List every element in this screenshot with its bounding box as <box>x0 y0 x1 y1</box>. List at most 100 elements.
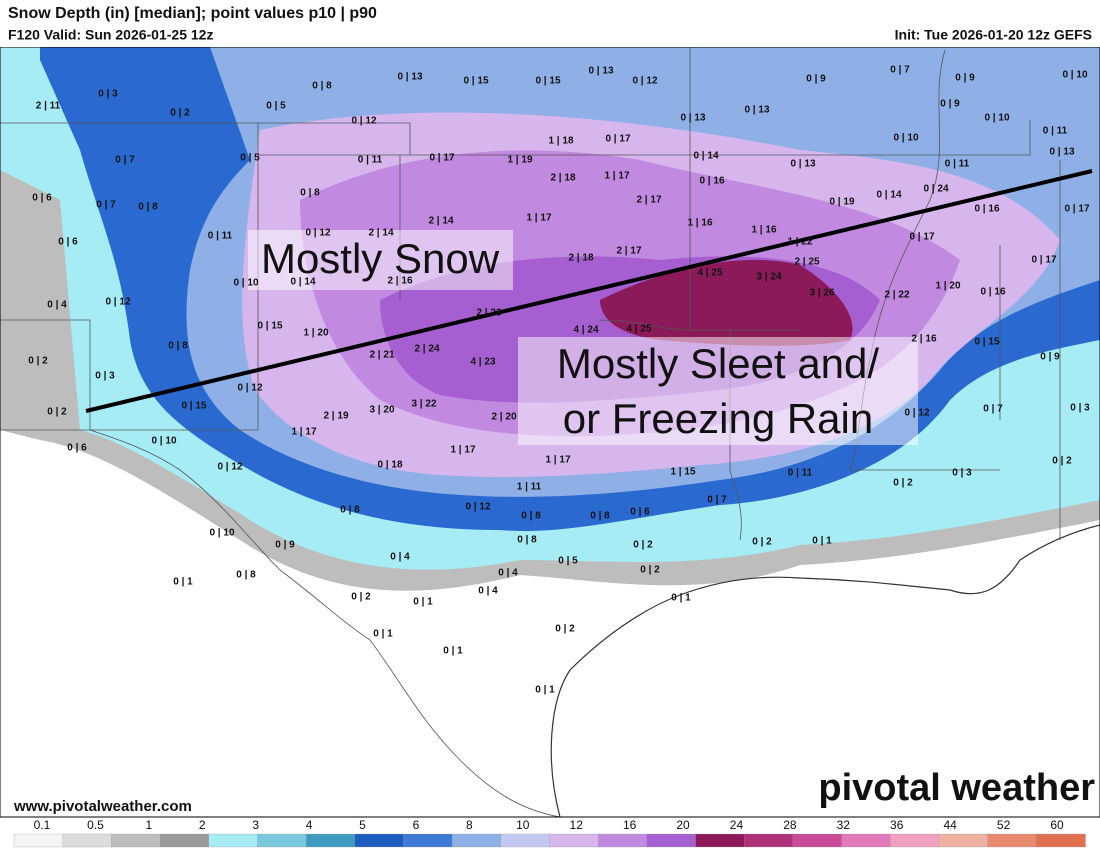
colorbar-swatch <box>62 833 113 848</box>
point-value: 0 | 6 <box>67 443 87 454</box>
divider-line <box>85 169 1093 413</box>
point-value: 0 | 15 <box>181 401 206 412</box>
annotation-sleet: Mostly Sleet and/ <box>557 340 879 387</box>
point-value: 0 | 17 <box>1031 255 1056 266</box>
point-value: 0 | 1 <box>671 593 691 604</box>
colorbar-swatch <box>354 833 405 848</box>
point-value: 2 | 23 <box>476 308 501 319</box>
point-value: 0 | 11 <box>208 231 233 242</box>
point-value: 1 | 20 <box>303 328 328 339</box>
point-value: 0 | 13 <box>790 159 815 170</box>
colorbar-label: 1 <box>145 818 152 832</box>
point-value: 0 | 6 <box>630 507 650 518</box>
snow-band-max <box>600 259 853 346</box>
valid-time: F120 Valid: Sun 2026-01-25 12z <box>8 27 213 43</box>
point-value: 0 | 4 <box>498 568 518 579</box>
point-value: 0 | 2 <box>1052 456 1072 467</box>
point-value: 1 | 17 <box>526 213 551 224</box>
title: Snow Depth (in) [median]; point values p… <box>8 5 377 22</box>
point-value: 0 | 7 <box>96 200 116 211</box>
point-value: 2 | 17 <box>636 195 661 206</box>
point-value: 2 | 19 <box>323 411 348 422</box>
point-value: 0 | 9 <box>940 99 960 110</box>
colorbar-swatch <box>987 833 1037 848</box>
colorbar-swatch <box>598 833 648 848</box>
point-value: 0 | 8 <box>312 81 332 92</box>
point-value: 0 | 17 <box>605 134 630 145</box>
point-value: 0 | 7 <box>707 495 727 506</box>
point-value: 1 | 17 <box>545 455 570 466</box>
point-value: 0 | 5 <box>266 101 286 112</box>
point-value: 4 | 25 <box>697 268 722 279</box>
point-value: 4 | 25 <box>626 324 651 335</box>
point-value: 2 | 14 <box>368 228 393 239</box>
point-value: 0 | 8 <box>300 188 320 199</box>
point-value: 0 | 8 <box>590 511 610 522</box>
point-value: 0 | 10 <box>233 278 258 289</box>
point-value: 1 | 17 <box>450 445 475 456</box>
point-value: 0 | 15 <box>535 76 560 87</box>
border <box>0 47 1061 541</box>
point-value: 0 | 6 <box>32 193 52 204</box>
colorbar-swatch <box>111 833 161 848</box>
point-value: 0 | 6 <box>58 237 78 248</box>
colorbar-swatch <box>305 833 356 848</box>
point-value: 0 | 2 <box>893 478 913 489</box>
url-bg <box>10 796 230 816</box>
point-value: 0 | 13 <box>680 113 705 124</box>
point-value: 0 | 14 <box>876 190 901 201</box>
point-value: 1 | 17 <box>291 427 316 438</box>
colorbar-swatch <box>257 833 307 848</box>
point-value: 0 | 1 <box>535 685 555 696</box>
colorbar-label: 24 <box>730 818 744 832</box>
coastline <box>550 524 1100 818</box>
point-value: 0 | 9 <box>1040 352 1060 363</box>
point-value: 0 | 19 <box>829 197 854 208</box>
colorbar-swatch <box>451 833 502 848</box>
state-borders <box>0 47 1100 818</box>
point-value: 0 | 24 <box>923 184 948 195</box>
point-value: 0 | 5 <box>240 153 260 164</box>
colorbar-swatch <box>13 833 64 848</box>
point-value: 0 | 4 <box>47 300 67 311</box>
point-value: 0 | 13 <box>1049 147 1074 158</box>
point-value: 3 | 24 <box>756 272 781 283</box>
colorbar-label: 36 <box>890 818 904 832</box>
point-value: 3 | 20 <box>369 405 394 416</box>
colorbar-label: 28 <box>783 818 797 832</box>
init-time: Init: Tue 2026-01-20 12z GEFS <box>895 27 1092 43</box>
point-value: 0 | 10 <box>893 133 918 144</box>
annotation-sleet: or Freezing Rain <box>563 395 873 442</box>
point-value: 0 | 1 <box>812 536 832 547</box>
colorbar-swatch <box>500 833 551 848</box>
colorbar-label: 0.5 <box>87 818 104 832</box>
point-value: 0 | 16 <box>974 204 999 215</box>
point-value: 0 | 16 <box>699 176 724 187</box>
colorbar: 0.1 0.5 1 2 3 4 5 6 8 10 12 16 20 24 28 32 36 44 52 60 <box>0 818 1100 850</box>
point-value: 0 | 1 <box>413 597 433 608</box>
colorbar-label: 32 <box>837 818 851 832</box>
colorbar-label: 6 <box>413 818 420 832</box>
colorbar-swatch <box>695 833 745 848</box>
point-value: 0 | 12 <box>105 297 130 308</box>
point-value: 0 | 3 <box>952 468 972 479</box>
colorbar-swatch <box>792 833 843 848</box>
point-value: 1 | 20 <box>935 281 960 292</box>
point-value: 0 | 7 <box>983 404 1003 415</box>
colorbar-swatch <box>208 833 259 848</box>
point-value: 2 | 21 <box>369 350 394 361</box>
point-value: 0 | 9 <box>806 74 826 85</box>
border-rio-grande <box>89 429 561 818</box>
point-value: 0 | 13 <box>588 66 613 77</box>
point-value: 0 | 4 <box>390 552 410 563</box>
point-value: 0 | 13 <box>744 105 769 116</box>
point-value: 0 | 8 <box>138 202 158 213</box>
point-value: 1 | 19 <box>507 155 532 166</box>
point-value: 0 | 17 <box>1064 204 1089 215</box>
point-value: 0 | 10 <box>1062 70 1087 81</box>
point-value: 0 | 2 <box>633 540 653 551</box>
point-value: 0 | 1 <box>373 629 393 640</box>
point-value: 2 | 16 <box>387 276 412 287</box>
point-value: 0 | 2 <box>351 592 371 603</box>
